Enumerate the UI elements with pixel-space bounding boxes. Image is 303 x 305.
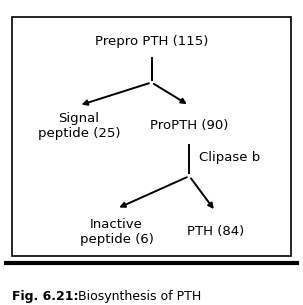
Text: Biosynthesis of PTH: Biosynthesis of PTH [74, 289, 201, 303]
Text: Signal
peptide (25): Signal peptide (25) [38, 112, 120, 140]
Text: Clipase b: Clipase b [199, 151, 261, 163]
Text: PTH (84): PTH (84) [187, 225, 244, 238]
Text: Fig. 6.21:: Fig. 6.21: [12, 289, 78, 303]
Text: ProPTH (90): ProPTH (90) [150, 119, 228, 132]
Text: Inactive
peptide (6): Inactive peptide (6) [80, 218, 154, 246]
Text: Prepro PTH (115): Prepro PTH (115) [95, 35, 208, 48]
